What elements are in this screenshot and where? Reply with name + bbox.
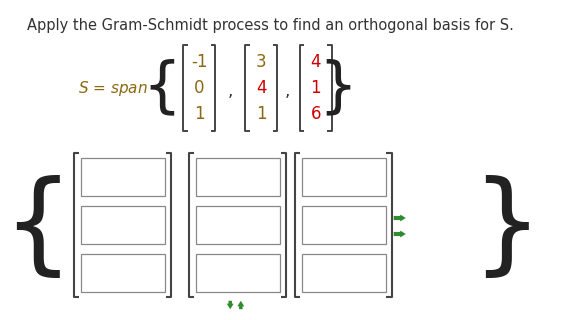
Text: {: { <box>143 59 182 117</box>
Bar <box>196 254 279 292</box>
Bar <box>302 206 386 244</box>
Text: $S$ = span: $S$ = span <box>78 78 148 98</box>
Text: 1: 1 <box>310 79 321 97</box>
Text: 1: 1 <box>194 105 205 123</box>
Text: 1: 1 <box>256 105 266 123</box>
Bar <box>302 158 386 196</box>
Text: }: } <box>319 59 358 117</box>
Text: }: } <box>471 174 542 282</box>
Text: ,: , <box>285 82 290 100</box>
Text: -1: -1 <box>191 53 208 71</box>
Text: ,: , <box>228 82 233 100</box>
Text: 0: 0 <box>194 79 205 97</box>
Text: 4: 4 <box>310 53 321 71</box>
Bar <box>81 254 165 292</box>
Bar <box>81 158 165 196</box>
Bar <box>196 206 279 244</box>
Text: {: { <box>2 174 73 282</box>
Text: 3: 3 <box>256 53 266 71</box>
Text: 6: 6 <box>310 105 321 123</box>
Bar <box>196 158 279 196</box>
Text: 4: 4 <box>256 79 266 97</box>
Bar <box>302 254 386 292</box>
Bar <box>81 206 165 244</box>
Text: Apply the Gram-Schmidt process to find an orthogonal basis for S.: Apply the Gram-Schmidt process to find a… <box>27 18 514 33</box>
